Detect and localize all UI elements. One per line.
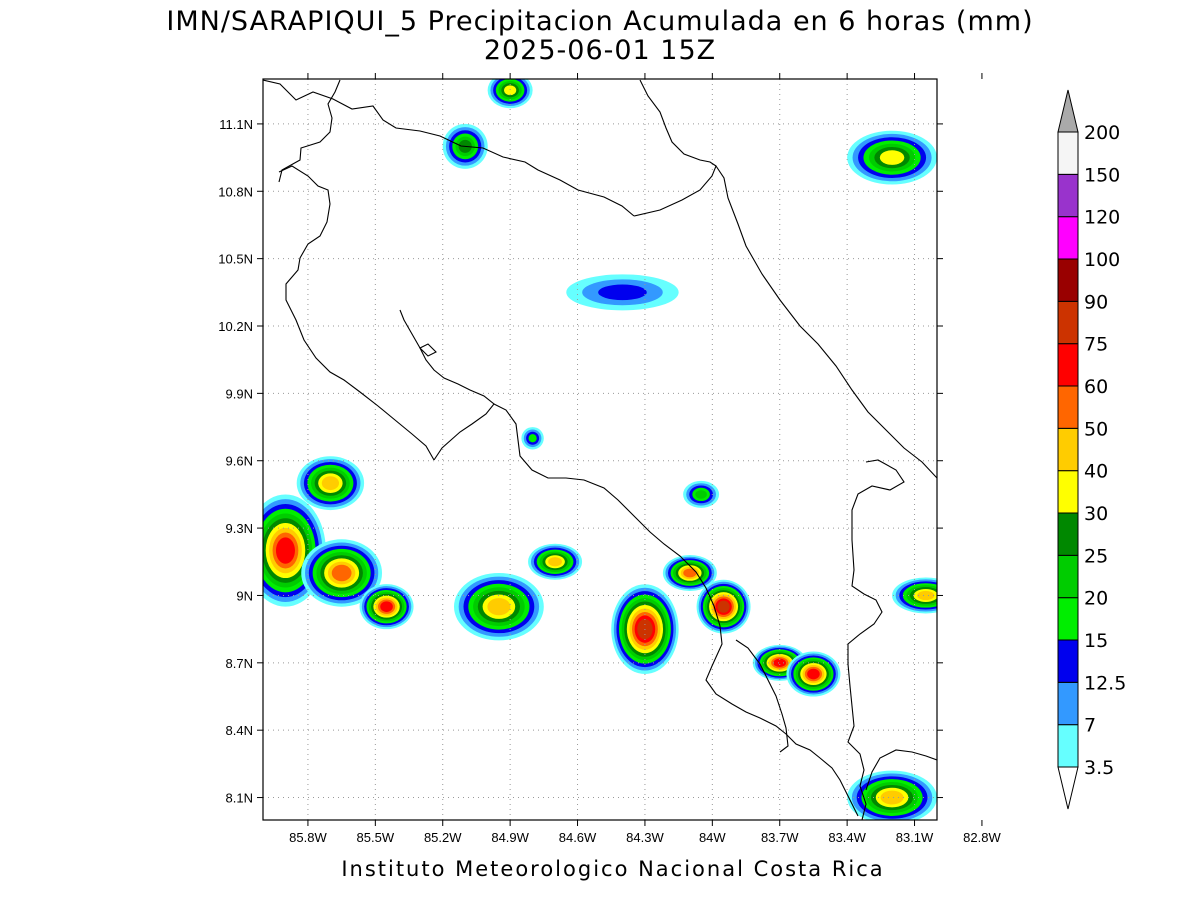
colorbar-label: 7 <box>1084 715 1096 737</box>
colorbar-label: 20 <box>1084 588 1108 610</box>
colorbar-bin <box>1057 131 1079 175</box>
y-tick-label: 9.6N <box>226 454 253 469</box>
colorbar-bin <box>1057 681 1079 726</box>
x-tick-label: 84.3W <box>626 830 664 845</box>
costa-rica-pacific-coast-central <box>493 403 859 817</box>
colorbar-label: 150 <box>1084 164 1120 186</box>
colorbar-bin <box>1057 173 1079 218</box>
colorbar-bin <box>1057 639 1079 683</box>
precip-contour <box>717 600 730 613</box>
precip-contour <box>917 590 935 601</box>
colorbar-label: 3.5 <box>1084 757 1114 779</box>
credit-text: Instituto Meteorologico Nacional Costa R… <box>341 857 884 881</box>
colorbar-bin <box>1057 554 1079 599</box>
precip-contour <box>321 476 339 491</box>
colorbar-bin <box>1057 470 1079 514</box>
nicoya-island <box>419 343 437 357</box>
y-tick-label: 8.7N <box>226 656 253 671</box>
colorbar-bin <box>1057 512 1079 556</box>
coastlines-borders <box>263 79 937 820</box>
precip-contour <box>331 564 352 582</box>
colorbar-label: 12.5 <box>1084 672 1126 694</box>
colorbar-bin <box>1057 385 1079 429</box>
colorbar-over-triangle <box>1057 89 1079 133</box>
x-tick-label: 84.9W <box>491 830 529 845</box>
x-tick-label: 83.7W <box>761 830 799 845</box>
y-tick-label: 9.9N <box>226 386 253 401</box>
colorbar-bin <box>1057 216 1079 260</box>
colorbar-label: 30 <box>1084 503 1108 525</box>
y-tick-label: 11.1N <box>219 117 253 132</box>
precip-contour <box>773 658 787 668</box>
x-tick-label: 85.5W <box>357 830 395 845</box>
precip-contour <box>683 568 697 578</box>
colorbar: 3.5 7 12.5 15 20 25 30 40 50 60 75 90 100 120 150 200 <box>1057 89 1126 810</box>
map-background <box>263 79 937 820</box>
colorbar-under-triangle <box>1057 766 1079 810</box>
nicoya-gulf-coast <box>399 309 495 461</box>
nicaragua-border-west <box>263 79 635 217</box>
lat-lon-grid <box>263 79 937 820</box>
colorbar-bin <box>1057 597 1079 641</box>
y-tick-label: 10.8N <box>218 184 253 199</box>
colorbar-label: 25 <box>1084 545 1108 567</box>
x-tick-label: 83.1W <box>896 830 934 845</box>
costa-rica-pacific-coast-north <box>278 165 435 461</box>
colorbar-label: 90 <box>1084 291 1108 313</box>
colorbar-bin <box>1057 724 1079 768</box>
precip-contour <box>548 557 562 567</box>
colorbar-bin <box>1057 343 1079 387</box>
panama-pacific-coast <box>865 749 937 791</box>
y-tick-label: 10.5N <box>218 252 253 267</box>
precip-contour <box>504 85 517 96</box>
x-tick-label: 85.2W <box>424 830 462 845</box>
precipitation-field <box>263 79 937 820</box>
precip-contour <box>487 598 511 616</box>
panama-border <box>847 459 905 820</box>
map-frame <box>262 78 938 821</box>
x-tick-label: 84W <box>699 830 726 845</box>
colorbar-bin <box>1057 300 1079 345</box>
map-title-line1: IMN/SARAPIQUI_5 Precipitacion Acumulada … <box>166 6 1033 37</box>
colorbar-label: 100 <box>1084 249 1120 271</box>
x-tick-label: 82.8W <box>963 830 1001 845</box>
colorbar-label: 120 <box>1084 207 1120 229</box>
colorbar-label: 50 <box>1084 418 1108 440</box>
colorbar-label: 15 <box>1084 630 1108 652</box>
map-axes: 85.8W 85.5W 85.2W 84.9W 84.6W 84.3W 84W 83.7W 83… <box>218 73 1001 845</box>
costa-rica-caribbean-coast <box>633 164 937 479</box>
precip-contour <box>807 668 820 680</box>
precip-contour <box>275 537 295 564</box>
map-title-line2: 2025-06-01 15Z <box>484 35 716 66</box>
x-tick-label: 84.6W <box>559 830 597 845</box>
colorbar-label: 200 <box>1084 122 1120 144</box>
colorbar-label: 75 <box>1084 334 1108 356</box>
y-tick-label: 9N <box>236 588 253 603</box>
y-tick-label: 8.1N <box>226 791 253 806</box>
x-tick-label: 83.4W <box>828 830 866 845</box>
precip-contour <box>880 790 904 805</box>
colorbar-label: 40 <box>1084 461 1108 483</box>
nicaragua-pacific-coast <box>278 79 341 183</box>
colorbar-label: 60 <box>1084 376 1108 398</box>
colorbar-bin <box>1057 258 1079 302</box>
precip-contour <box>528 434 537 443</box>
y-tick-label: 10.2N <box>218 319 253 334</box>
precip-contour <box>598 284 647 301</box>
precip-contour <box>879 150 905 165</box>
precip-contour <box>695 490 707 499</box>
osa-peninsula <box>735 639 789 753</box>
colorbar-bin <box>1057 427 1079 472</box>
precip-contour <box>380 601 393 612</box>
x-tick-label: 85.8W <box>289 830 327 845</box>
nicaragua-lake-shore <box>639 79 717 167</box>
y-tick-label: 8.4N <box>226 723 253 738</box>
y-tick-label: 9.3N <box>226 521 253 536</box>
